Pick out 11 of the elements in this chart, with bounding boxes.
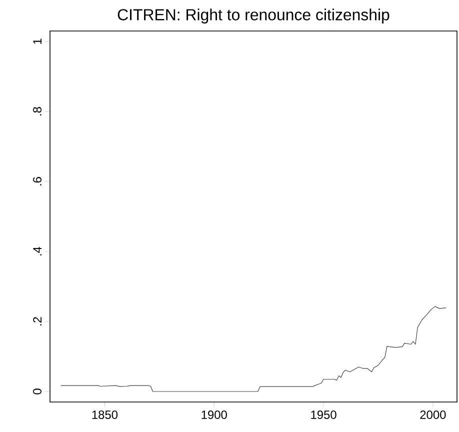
x-tick-label: 1950 [311,410,336,419]
y-tick-label: .8 [33,107,42,116]
y-tick-label: .2 [33,317,42,326]
x-tick-label: 2000 [420,410,446,419]
chart-title: CITREN: Right to renounce citizenship [118,8,390,24]
x-tick-label: 1900 [202,410,227,419]
y-tick-label: .6 [33,177,42,186]
x-tick-label: 1850 [92,410,118,419]
y-tick-label: 1 [33,38,42,44]
y-tick-label: 0 [33,388,42,394]
y-tick-label: .4 [33,246,42,256]
